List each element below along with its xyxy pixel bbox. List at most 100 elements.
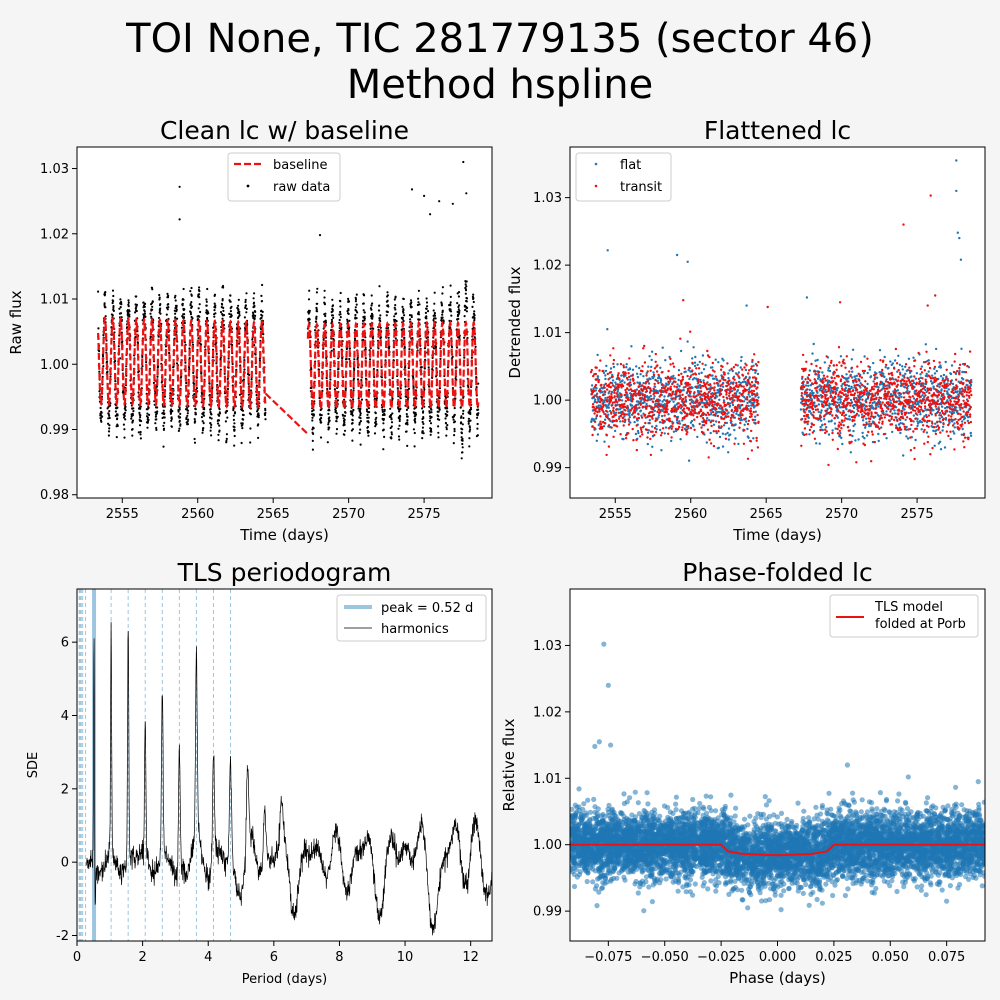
data-point — [632, 881, 638, 887]
data-point — [873, 885, 879, 892]
plot-area — [570, 641, 985, 914]
data-point — [846, 871, 852, 877]
data-point — [979, 883, 985, 889]
legend-label: harmonics — [381, 622, 449, 637]
x-axis-label: Time (days) — [239, 526, 329, 544]
baseline-line-segment-1 — [306, 319, 480, 412]
y-tick-label: 1.03 — [533, 191, 562, 206]
data-point — [731, 819, 737, 825]
data-point — [649, 899, 656, 905]
data-point — [819, 822, 825, 828]
legend-label: baseline — [273, 158, 327, 173]
plot-area — [589, 159, 973, 467]
data-point — [621, 791, 627, 797]
data-point — [919, 883, 925, 889]
data-point — [815, 816, 821, 822]
data-point — [873, 872, 880, 878]
y-tick-label: 1.02 — [40, 227, 69, 242]
y-tick-label: 1.01 — [40, 293, 69, 308]
data-point — [981, 799, 985, 805]
data-point — [599, 885, 606, 891]
legend-transit-swatch — [594, 184, 598, 188]
data-point — [645, 801, 651, 807]
phase-folded-panel: −0.075 −0.050 −0.025 0.000 0.025 0.050 0.0750.… — [500, 558, 986, 987]
data-point — [609, 859, 616, 865]
data-point — [800, 890, 806, 897]
y-tick-label: 6 — [61, 636, 69, 651]
panel-title: Flattened lc — [704, 116, 851, 145]
data-point — [951, 871, 957, 877]
data-point — [874, 806, 880, 812]
data-point — [683, 816, 689, 822]
data-point — [683, 889, 689, 895]
data-point — [929, 866, 935, 872]
data-point — [887, 883, 893, 889]
x-tick-label: 8 — [335, 950, 343, 965]
legend-box — [336, 594, 487, 642]
y-tick-label: 0.98 — [40, 488, 69, 503]
legend-box — [575, 152, 672, 202]
axes-background — [77, 589, 492, 941]
data-point — [824, 810, 830, 816]
data-point — [708, 878, 714, 884]
data-point — [795, 888, 801, 894]
data-point — [925, 795, 931, 801]
legend-label: flat — [620, 158, 641, 173]
data-point — [945, 803, 951, 809]
x-tick-label: 2570 — [825, 507, 858, 522]
data-point — [778, 907, 784, 913]
data-point — [976, 805, 982, 811]
data-point — [690, 892, 696, 898]
x-tick-label: 12 — [462, 950, 479, 965]
y-tick-label: 0.99 — [533, 461, 562, 476]
data-point — [819, 900, 826, 906]
data-point — [897, 825, 904, 831]
x-tick-label: 2575 — [408, 507, 441, 522]
data-point — [850, 790, 856, 796]
x-axis-label: Time (days) — [732, 526, 822, 544]
data-point — [614, 875, 620, 881]
data-point — [861, 822, 867, 828]
data-point — [811, 816, 817, 822]
data-point — [766, 897, 773, 903]
data-point — [635, 890, 641, 896]
data-point — [570, 806, 575, 812]
data-point — [896, 830, 902, 836]
panel-title: TLS periodogram — [177, 558, 392, 587]
x-tick-label: 10 — [397, 950, 414, 965]
data-point — [766, 880, 772, 886]
y-tick-label: 0.99 — [40, 423, 69, 438]
y-tick-label: 1.01 — [533, 326, 562, 341]
data-point — [722, 803, 728, 810]
data-point — [774, 814, 781, 820]
data-point — [690, 796, 696, 803]
y-tick-label: 4 — [61, 709, 69, 724]
axes-background — [77, 147, 492, 498]
data-point — [708, 808, 714, 814]
data-point — [606, 802, 612, 809]
data-point — [813, 804, 819, 810]
data-point — [745, 905, 751, 911]
y-axis-label: Raw flux — [7, 290, 25, 354]
data-point — [904, 806, 911, 812]
data-point — [726, 891, 732, 898]
data-point — [874, 811, 880, 817]
data-point — [741, 816, 748, 822]
plot-area — [78, 589, 492, 941]
x-axis-label: Period (days) — [242, 972, 328, 987]
x-tick-label: 2560 — [674, 507, 707, 522]
data-point — [939, 887, 945, 893]
data-point — [844, 875, 850, 882]
data-point — [894, 820, 900, 827]
data-point — [763, 802, 770, 808]
data-point — [768, 875, 774, 881]
data-point — [858, 809, 864, 815]
data-point — [849, 813, 855, 819]
data-point — [819, 802, 826, 809]
data-point — [724, 866, 730, 872]
axes-frame — [569, 146, 986, 499]
plot-area — [97, 160, 480, 460]
panel-title: Clean lc w/ baseline — [160, 116, 409, 145]
